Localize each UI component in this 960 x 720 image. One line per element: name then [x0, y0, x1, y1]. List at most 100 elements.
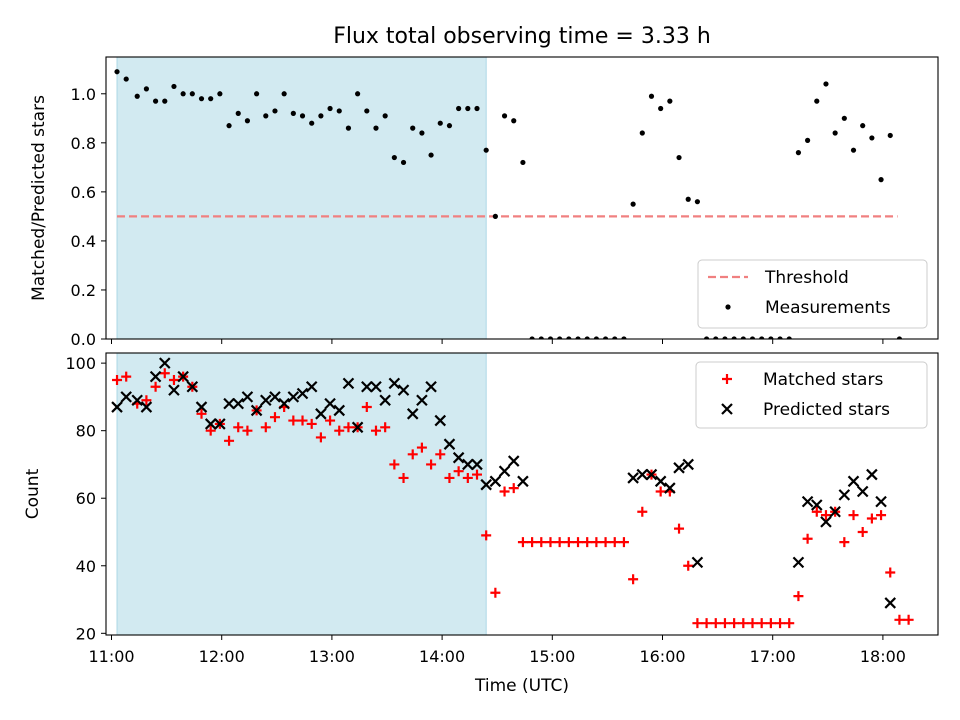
measurement-point [896, 336, 903, 339]
xtick-label: 11:00 [88, 647, 134, 666]
predicted-star-point [140, 401, 153, 413]
matched-star-point [508, 483, 519, 494]
matched-star-point [472, 469, 483, 480]
matched-star-point [334, 425, 345, 436]
predicted-star-point [664, 482, 676, 494]
matched-star-point [168, 375, 179, 386]
matched-star-point [389, 459, 400, 470]
predicted-star-point [425, 380, 437, 393]
x-axis-label: Time (UTC) [474, 676, 569, 696]
legend-box [695, 361, 928, 429]
legend-predicted-label: Predicted stars [763, 400, 890, 420]
legend-measurement-label: Measurements [765, 298, 891, 318]
predicted-star-point [838, 489, 851, 501]
measurement-point [217, 91, 223, 97]
xtick-label: 18:00 [860, 647, 906, 666]
matched-star-point [426, 459, 437, 470]
measurement-point [557, 336, 563, 339]
measurement-point [123, 76, 129, 82]
bottom-data [111, 357, 914, 629]
measurement-point [474, 105, 480, 112]
predicted-star-point [480, 478, 492, 491]
measurement-point [152, 98, 159, 104]
matched-star-point [315, 432, 326, 443]
measurement-point [419, 130, 425, 136]
bottom-ytick-label: 100 [65, 354, 96, 373]
bottom-panel: 20 40 60 80 100 11:00 12:00 13:00 14:00 15:00 16:0… [23, 352, 939, 696]
matched-star-point [325, 415, 336, 426]
xtick-label: 14:00 [419, 647, 465, 666]
predicted-star-point [406, 408, 419, 420]
measurement-point [593, 336, 599, 339]
measurement-point [850, 147, 857, 153]
measurement-point [676, 154, 682, 161]
measurement-point [566, 336, 572, 339]
measurement-point [694, 199, 700, 205]
measurement-point [584, 336, 590, 339]
predicted-star-point [397, 384, 410, 396]
bottom-ytick-label: 80 [76, 422, 96, 441]
matched-star-point [839, 537, 850, 548]
measurement-point [180, 91, 186, 97]
chart-title: Flux total observing time = 3.33 h [333, 24, 711, 49]
predicted-star-point [269, 391, 281, 403]
measurement-point [400, 159, 407, 166]
matched-star-point [784, 618, 795, 629]
matched-star-point [527, 537, 538, 548]
matched-star-point [609, 537, 620, 548]
predicted-star-point [452, 451, 465, 464]
predicted-star-point [654, 475, 667, 488]
matched-star-point [288, 415, 299, 426]
measurement-point [198, 96, 205, 102]
measurement-point [520, 159, 526, 166]
predicted-star-point [673, 462, 685, 474]
matched-star-point [738, 618, 749, 629]
measurement-point [281, 91, 287, 97]
matched-star-point [775, 618, 786, 629]
matched-star-point [683, 560, 694, 571]
measurement-point [114, 69, 120, 75]
matched-star-point [380, 422, 391, 433]
matched-star-point [242, 425, 253, 436]
matched-star-point [710, 618, 721, 629]
matched-star-point [876, 510, 887, 521]
measurement-point [786, 336, 792, 339]
measurement-point [355, 91, 361, 97]
predicted-star-point [820, 516, 832, 528]
predicted-star-point [866, 468, 878, 481]
measurement-point [162, 98, 168, 104]
measurement-point [382, 113, 388, 119]
matched-star-point [490, 587, 501, 598]
measurement-point [483, 147, 489, 153]
measurement-point [575, 336, 581, 339]
measurement-point [768, 336, 774, 339]
predicted-star-point [333, 404, 346, 417]
measurement-point [722, 336, 728, 339]
matched-star-point [481, 530, 492, 541]
measurement-point [456, 105, 462, 112]
matched-star-point [747, 618, 758, 629]
measurement-point [639, 130, 645, 136]
predicted-star-point [388, 377, 401, 390]
top-axes-frame [105, 56, 939, 340]
matched-star-point [582, 537, 593, 548]
matched-star-point [628, 574, 639, 585]
predicted-star-point [792, 556, 805, 569]
measurement-point [244, 118, 251, 124]
measurement-point [538, 336, 544, 339]
measurement-point [446, 123, 453, 129]
matched-star-point [407, 449, 418, 460]
top-ytick-label: 1.0 [71, 85, 96, 104]
matched-star-point [701, 618, 712, 629]
measurement-point [235, 110, 241, 116]
measurement-point [290, 110, 296, 116]
predicted-star-point [158, 357, 171, 369]
predicted-star-point [682, 458, 694, 471]
matched-star-point [462, 472, 473, 483]
matched-star-point [112, 375, 123, 386]
measurement-point [703, 336, 710, 339]
measurement-point [373, 125, 379, 131]
measurement-point [795, 150, 802, 156]
measurement-point [869, 135, 875, 141]
measurement-point [226, 123, 232, 129]
